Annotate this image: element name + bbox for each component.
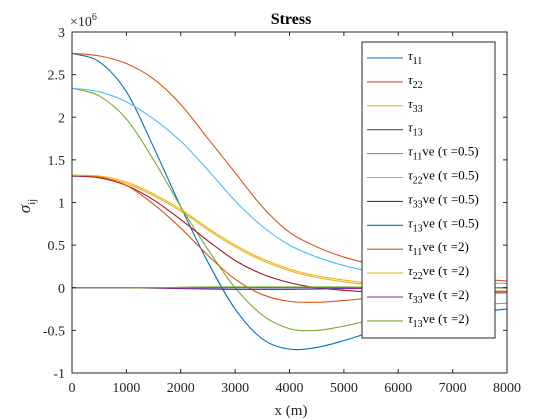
legend-entry-label: τ33ve (τ =0.5) (408, 191, 479, 210)
y-tick-label: -0.5 (43, 324, 65, 339)
legend-entry-label: τ11ve (τ =0.5) (408, 144, 479, 163)
x-tick-label: 4000 (276, 381, 304, 396)
y-exponent-base: ×10 (70, 15, 92, 30)
x-tick-label: 0 (69, 381, 76, 396)
y-tick-label: 0 (58, 282, 65, 297)
legend-entry-label: τ33 (408, 96, 423, 115)
y-tick-label: 2 (58, 111, 65, 126)
legend-entry-label: τ13ve (τ =2) (408, 311, 469, 330)
x-tick-label: 2000 (167, 381, 195, 396)
legend-entry-label: τ11 (408, 48, 422, 67)
legend-entry-label: τ13 (408, 120, 423, 139)
legend-entry-label: τ22 (408, 72, 423, 91)
y-tick-label: 2.5 (48, 69, 66, 84)
x-tick-label: 8000 (493, 381, 521, 396)
x-tick-label: 1000 (112, 381, 140, 396)
y-tick-label: 3 (58, 26, 65, 41)
x-tick-label: 5000 (330, 381, 358, 396)
y-exponent-power: 6 (92, 12, 97, 23)
chart-title: Stress (271, 11, 312, 28)
legend-entry-label: τ22ve (τ =2) (408, 263, 469, 282)
x-axis-label: x (m) (275, 403, 308, 419)
x-tick-label: 3000 (221, 381, 249, 396)
y-tick-label: -1 (53, 367, 65, 382)
legend-entry-label: τ11ve (τ =2) (408, 239, 469, 258)
y-axis-label-main: σ (15, 204, 34, 213)
legend-entry-label: τ22ve (τ =0.5) (408, 168, 479, 187)
legend-box (361, 41, 496, 339)
legend-entry-label: τ33ve (τ =2) (408, 287, 469, 306)
legend-items: τ11 τ22 τ33 τ13 τ11ve (τ =0.5) τ22ve (τ =0.5)… (367, 48, 479, 330)
y-tick-label: 0.5 (48, 239, 66, 254)
y-tick-label: 1.5 (48, 154, 66, 169)
y-tick-label: 1 (58, 197, 65, 212)
y-axis-label: σij (15, 199, 38, 214)
axes-layer: 0 1000 2000 3000 4000 5000 6000 7000 8000 -1 -0.5 0… (43, 26, 521, 396)
legend: τ11 τ22 τ33 τ13 τ11ve (τ =0.5) τ22ve (τ =0.5)… (361, 41, 496, 339)
x-tick-label: 7000 (439, 381, 467, 396)
x-tick-label: 6000 (384, 381, 412, 396)
y-exponent-label: ×106 (70, 12, 97, 30)
y-axis-label-sub: ij (26, 199, 38, 205)
legend-entry-label: τ13ve (τ =0.5) (408, 215, 479, 234)
